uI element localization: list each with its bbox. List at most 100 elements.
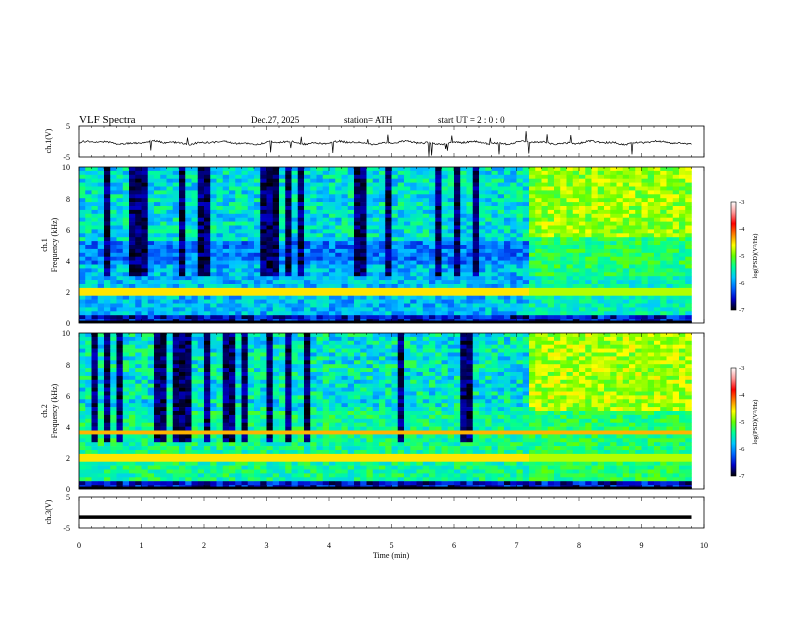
spectrogram-cell <box>123 190 130 194</box>
spectrogram-cell <box>510 261 517 265</box>
spectrogram-cell <box>179 253 186 257</box>
spectrogram-cell <box>454 315 461 319</box>
spectrogram-cell <box>198 222 205 226</box>
spectrogram-cell <box>104 353 111 357</box>
spectrogram-cell <box>673 288 680 292</box>
spectrogram-cell <box>192 237 199 241</box>
spectrogram-cell <box>579 190 586 194</box>
spectrogram-cell <box>479 268 486 272</box>
spectrogram-cell <box>273 249 280 253</box>
spectrogram-cell <box>617 183 624 187</box>
spectrogram-cell <box>679 249 686 253</box>
spectrogram-cell <box>298 175 305 179</box>
spectrogram-cell <box>154 292 161 296</box>
spectrogram-cell <box>85 237 92 241</box>
spectrogram-cell <box>167 210 174 214</box>
spectrogram-cell <box>548 198 555 202</box>
spectrogram-cell <box>604 304 611 308</box>
spectrogram-cell <box>448 171 455 175</box>
spectrogram-cell <box>117 356 124 360</box>
spectrogram-cell <box>110 477 117 481</box>
spectrogram-cell <box>373 194 380 198</box>
spectrogram-cell <box>329 304 336 308</box>
spectrogram-cell <box>635 265 642 269</box>
spectrogram-cell <box>192 392 199 396</box>
spectrogram-cell <box>454 194 461 198</box>
spectrogram-cell <box>335 222 342 226</box>
spectrogram-cell <box>285 257 292 261</box>
spectrogram-cell <box>142 415 149 419</box>
spectrogram-cell <box>210 288 217 292</box>
spectrogram-cell <box>504 304 511 308</box>
spectrogram-cell <box>592 198 599 202</box>
spectrogram-cell <box>354 210 361 214</box>
spectrogram-cell <box>135 415 142 419</box>
spectrogram-cell <box>579 249 586 253</box>
spectrogram-cell <box>567 257 574 261</box>
spectrogram-cell <box>392 307 399 311</box>
spectrogram-cell <box>592 210 599 214</box>
spectrogram-cell <box>279 183 286 187</box>
spectrogram-cell <box>673 268 680 272</box>
spectrogram-cell <box>610 241 617 245</box>
spectrogram-cell <box>117 288 124 292</box>
spectrogram-cell <box>192 368 199 372</box>
spectrogram-cell <box>548 202 555 206</box>
spectrogram-cell <box>448 237 455 241</box>
spectrogram-cell <box>410 210 417 214</box>
spectrogram-cell <box>548 276 555 280</box>
spectrogram-cell <box>167 183 174 187</box>
spectrogram-cell <box>673 304 680 308</box>
spectrogram-cell <box>229 300 236 304</box>
spectrogram-cell <box>660 307 667 311</box>
spectrogram-cell <box>442 229 449 233</box>
spectrogram-cell <box>654 284 661 288</box>
spectrogram-cell <box>98 187 105 191</box>
spectrogram-cell <box>185 229 192 233</box>
spectrogram-cell <box>629 226 636 230</box>
spectrogram-cell <box>648 292 655 296</box>
spectrogram-cell <box>379 190 386 194</box>
spectrogram-cell <box>429 276 436 280</box>
spectrogram-cell <box>367 253 374 257</box>
spectrogram-cell <box>610 311 617 315</box>
spectrogram-cell <box>385 241 392 245</box>
spectrogram-cell <box>460 257 467 261</box>
spectrogram-cell <box>679 272 686 276</box>
spectrogram-cell <box>585 229 592 233</box>
spectrogram-cell <box>167 438 174 442</box>
spectrogram-cell <box>185 395 192 399</box>
spectrogram-cell <box>367 202 374 206</box>
spectrogram-cell <box>123 171 130 175</box>
spectrogram-cell <box>317 288 324 292</box>
spectrogram-cell <box>117 403 124 407</box>
spectrogram-cell <box>360 210 367 214</box>
spectrogram-cell <box>523 315 530 319</box>
spectrogram-cell <box>648 280 655 284</box>
spectrogram-cell <box>635 292 642 296</box>
spectrogram-cell <box>485 272 492 276</box>
spectrogram-cell <box>404 245 411 249</box>
spectrogram-cell <box>548 237 555 241</box>
spectrogram-cell <box>673 257 680 261</box>
spectrogram-cell <box>335 265 342 269</box>
spectrogram-cell <box>354 249 361 253</box>
spectrogram-cell <box>185 237 192 241</box>
spectrogram-cell <box>598 179 605 183</box>
spectrogram-cell <box>79 315 86 319</box>
spectrogram-cell <box>173 311 180 315</box>
spectrogram-cell <box>454 288 461 292</box>
spectrogram-cell <box>92 473 99 477</box>
spectrogram-cell <box>460 284 467 288</box>
spectrogram-cell <box>135 284 142 288</box>
spectrogram-cell <box>110 372 117 376</box>
spectrogram-cell <box>654 307 661 311</box>
spectrogram-cell <box>429 190 436 194</box>
spectrogram-cell <box>623 311 630 315</box>
spectrogram-cell <box>310 268 317 272</box>
spectrogram-cell <box>660 253 667 257</box>
spectrogram-cell <box>648 218 655 222</box>
spectrogram-cell <box>235 296 242 300</box>
spectrogram-cell <box>142 226 149 230</box>
spectrogram-cell <box>117 237 124 241</box>
